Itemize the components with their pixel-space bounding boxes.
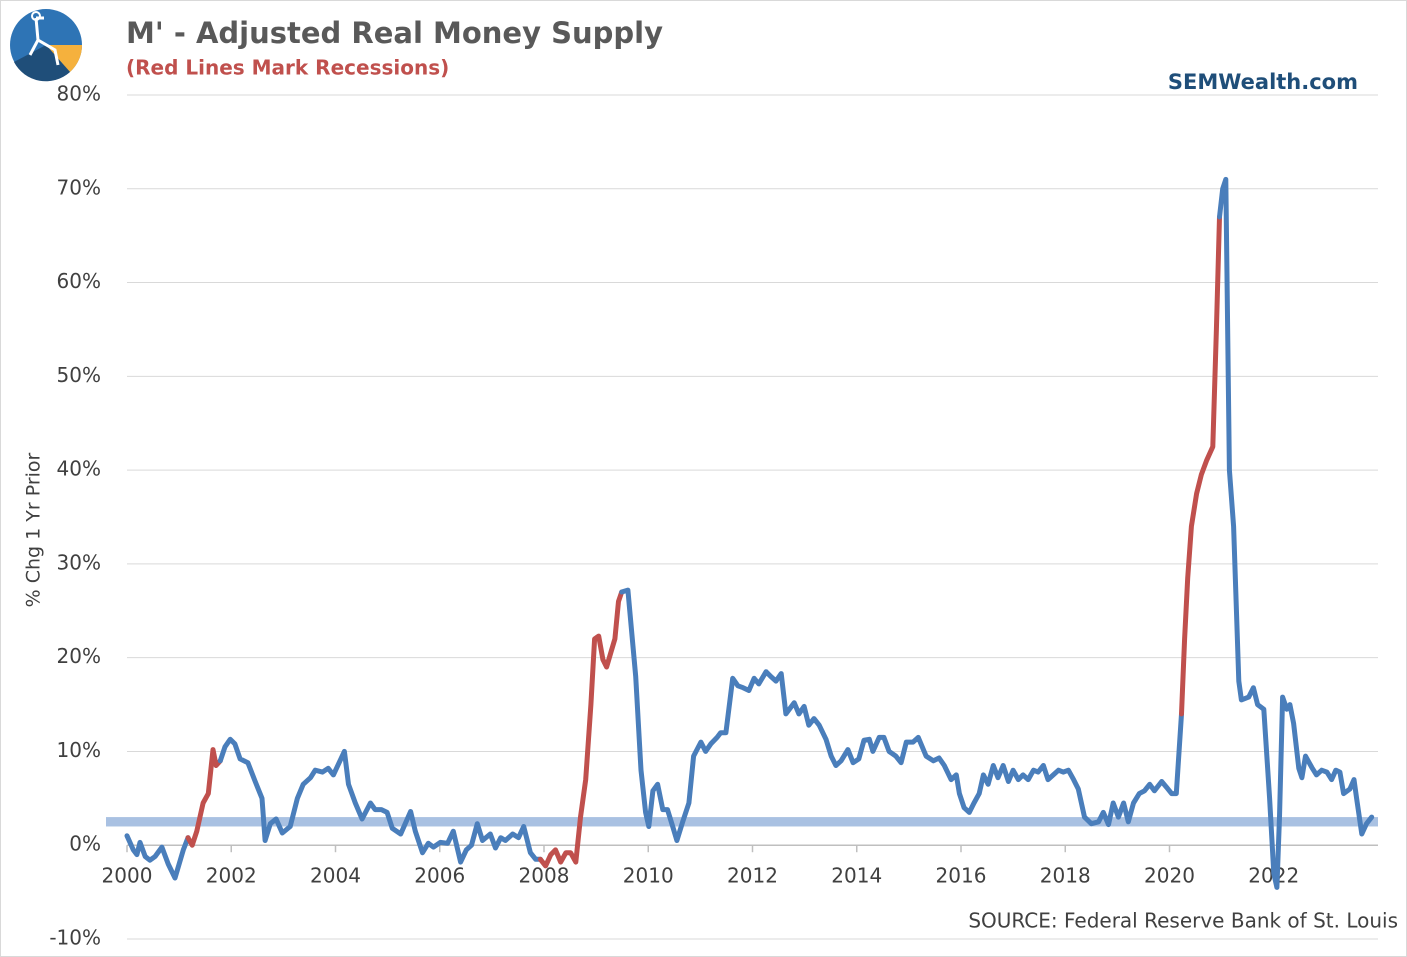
data-line <box>217 736 543 865</box>
chart-title: M' - Adjusted Real Money Supply <box>126 16 663 50</box>
y-tick-label: 80% <box>57 82 101 106</box>
data-line <box>1217 176 1375 890</box>
x-tick-label: 2012 <box>727 864 778 888</box>
reference-band <box>106 817 1378 827</box>
x-tick-label: 2004 <box>310 864 361 888</box>
x-tick-label: 2002 <box>206 864 257 888</box>
x-tick-label: 2010 <box>623 864 674 888</box>
chart-subtitle: (Red Lines Mark Recessions) <box>126 56 449 80</box>
recession-line <box>537 589 625 869</box>
recession-line <box>1179 214 1222 717</box>
y-tick-label: 70% <box>57 175 101 199</box>
y-tick-label: 20% <box>57 644 101 668</box>
brand: SEMWealth.com <box>1168 70 1358 94</box>
y-tick-label: 40% <box>57 457 101 481</box>
y-tick-label: 60% <box>57 269 101 293</box>
x-tick-label: 2006 <box>414 864 465 888</box>
x-tick-label: 2014 <box>831 864 882 888</box>
data-line <box>619 587 1184 843</box>
y-tick-label: -10% <box>49 926 101 950</box>
source-note: SOURCE: Federal Reserve Bank of St. Loui… <box>968 909 1398 933</box>
x-tick-label: 2000 <box>102 864 153 888</box>
y-tick-label: 50% <box>57 363 101 387</box>
y-axis-label: % Chg 1 Yr Prior <box>23 452 45 607</box>
data-line <box>124 833 191 881</box>
x-tick-label: 2018 <box>1040 864 1091 888</box>
y-tick-label: 0% <box>69 832 101 856</box>
y-tick-label: 30% <box>57 550 101 574</box>
logo <box>10 9 83 82</box>
x-tick-label: 2016 <box>936 864 987 888</box>
recession-line <box>185 747 223 848</box>
x-tick-label: 2020 <box>1144 864 1195 888</box>
y-tick-label: 10% <box>57 738 101 762</box>
